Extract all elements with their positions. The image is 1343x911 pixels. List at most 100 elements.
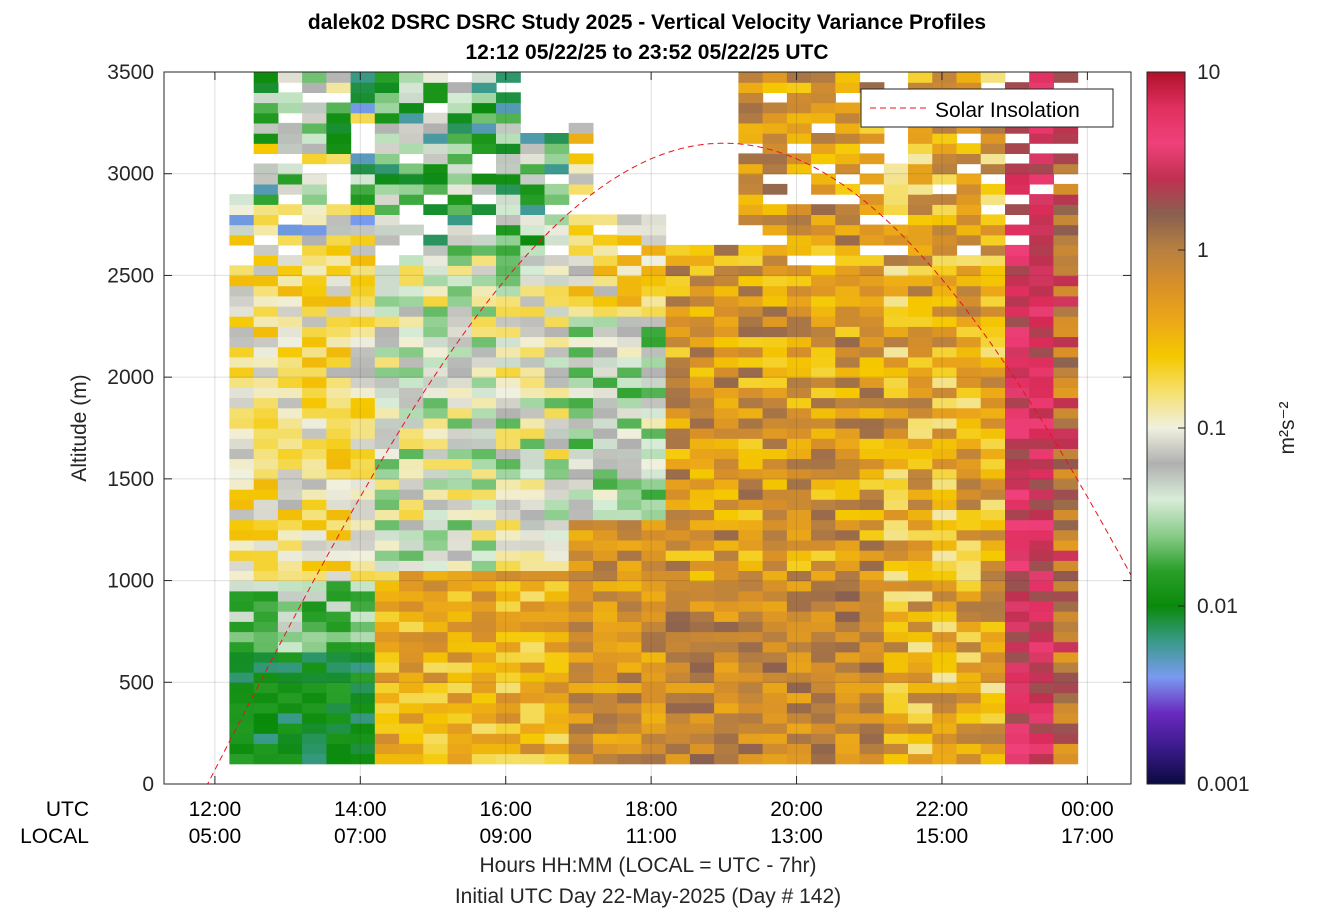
heatmap-cell bbox=[326, 519, 352, 531]
heatmap-cell bbox=[762, 265, 788, 277]
heatmap-cell bbox=[1053, 397, 1079, 409]
heatmap-cell bbox=[326, 305, 352, 317]
heatmap-cell bbox=[859, 316, 885, 327]
heatmap-cell bbox=[762, 743, 788, 755]
heatmap-cell bbox=[277, 336, 303, 348]
heatmap-cell bbox=[447, 712, 473, 724]
heatmap-cell bbox=[762, 153, 788, 165]
heatmap-cell bbox=[399, 295, 424, 307]
heatmap-cell bbox=[811, 682, 836, 694]
heatmap-cell bbox=[641, 326, 667, 338]
heatmap-cell bbox=[471, 600, 497, 612]
heatmap-cell bbox=[1005, 275, 1030, 287]
heatmap-cell bbox=[835, 407, 861, 419]
heatmap-cell bbox=[689, 682, 715, 694]
heatmap-cell bbox=[1053, 377, 1079, 388]
heatmap-cell bbox=[980, 265, 1006, 277]
heatmap-cell bbox=[617, 356, 642, 368]
heatmap-cell bbox=[496, 478, 521, 490]
heatmap-cell bbox=[423, 122, 449, 134]
heatmap-cell bbox=[762, 723, 788, 734]
heatmap-cell bbox=[277, 417, 303, 429]
heatmap-cell bbox=[350, 519, 376, 531]
heatmap-cell bbox=[786, 529, 812, 541]
heatmap-cell bbox=[399, 611, 424, 622]
heatmap-cell bbox=[908, 489, 933, 500]
heatmap-cell bbox=[1053, 641, 1079, 653]
heatmap-cell bbox=[859, 692, 885, 704]
heatmap-cell bbox=[471, 641, 497, 653]
heatmap-cell bbox=[641, 539, 667, 551]
heatmap-cell bbox=[423, 82, 449, 93]
heatmap-cell bbox=[471, 356, 497, 368]
heatmap-cell bbox=[714, 550, 739, 561]
heatmap-cell bbox=[956, 377, 982, 388]
heatmap-cell bbox=[811, 112, 836, 124]
heatmap-cell bbox=[302, 305, 327, 317]
heatmap-cell bbox=[568, 702, 594, 714]
heatmap-cell bbox=[350, 214, 376, 226]
heatmap-cell bbox=[229, 417, 255, 429]
heatmap-cell bbox=[496, 702, 521, 714]
heatmap-cell bbox=[302, 529, 327, 541]
heatmap-cell bbox=[1005, 163, 1030, 175]
heatmap-cell bbox=[496, 580, 521, 592]
heatmap-cell bbox=[1053, 265, 1079, 277]
heatmap-cell bbox=[544, 285, 570, 297]
heatmap-cell bbox=[689, 753, 715, 765]
heatmap-cell bbox=[302, 631, 327, 643]
y-tick-label: 0 bbox=[142, 773, 154, 796]
heatmap-cell bbox=[593, 499, 618, 510]
heatmap-cell bbox=[277, 346, 303, 358]
heatmap-cell bbox=[641, 611, 667, 622]
heatmap-cell bbox=[496, 509, 521, 521]
heatmap-cell bbox=[544, 539, 570, 551]
heatmap-cell bbox=[1053, 122, 1079, 134]
heatmap-cell bbox=[956, 173, 982, 185]
heatmap-cell bbox=[302, 326, 327, 338]
heatmap-cell bbox=[326, 326, 352, 338]
heatmap-cell bbox=[544, 682, 570, 694]
heatmap-cell bbox=[665, 489, 691, 500]
heatmap-cell bbox=[520, 295, 546, 307]
heatmap-cell bbox=[738, 611, 764, 622]
heatmap-cell bbox=[762, 550, 788, 561]
heatmap-cell bbox=[423, 529, 449, 541]
heatmap-cell bbox=[593, 641, 618, 653]
heatmap-cell bbox=[956, 702, 982, 714]
heatmap-cell bbox=[423, 143, 449, 154]
heatmap-cell bbox=[932, 590, 958, 602]
heatmap-cell bbox=[544, 661, 570, 673]
heatmap-cell bbox=[496, 499, 521, 510]
heatmap-cell bbox=[1053, 712, 1079, 724]
heatmap-cell bbox=[471, 397, 497, 409]
heatmap-cell bbox=[471, 417, 497, 429]
heatmap-cell bbox=[835, 478, 861, 490]
heatmap-cell bbox=[253, 346, 279, 358]
heatmap-cell bbox=[811, 143, 836, 154]
heatmap-cell bbox=[229, 641, 255, 653]
heatmap-cell bbox=[641, 600, 667, 612]
heatmap-cell bbox=[1029, 397, 1054, 409]
heatmap-cell bbox=[374, 356, 400, 368]
heatmap-cell bbox=[253, 529, 279, 541]
heatmap-cell bbox=[277, 275, 303, 287]
heatmap-cell bbox=[762, 448, 788, 460]
heatmap-cell bbox=[665, 539, 691, 551]
heatmap-cell bbox=[956, 611, 982, 622]
heatmap-cell bbox=[762, 590, 788, 602]
heatmap-cell bbox=[593, 387, 618, 399]
heatmap-cell bbox=[1005, 611, 1030, 622]
heatmap-cell bbox=[908, 560, 933, 571]
heatmap-cell bbox=[786, 743, 812, 755]
heatmap-cell bbox=[496, 92, 521, 104]
heatmap-cell bbox=[665, 570, 691, 582]
heatmap-cell bbox=[786, 570, 812, 582]
heatmap-cell bbox=[1005, 407, 1030, 419]
heatmap-cell bbox=[229, 295, 255, 307]
heatmap-cell bbox=[374, 82, 400, 93]
heatmap-cell bbox=[350, 163, 376, 175]
heatmap-cell bbox=[786, 692, 812, 704]
heatmap-cell bbox=[689, 468, 715, 480]
heatmap-cell bbox=[471, 295, 497, 307]
